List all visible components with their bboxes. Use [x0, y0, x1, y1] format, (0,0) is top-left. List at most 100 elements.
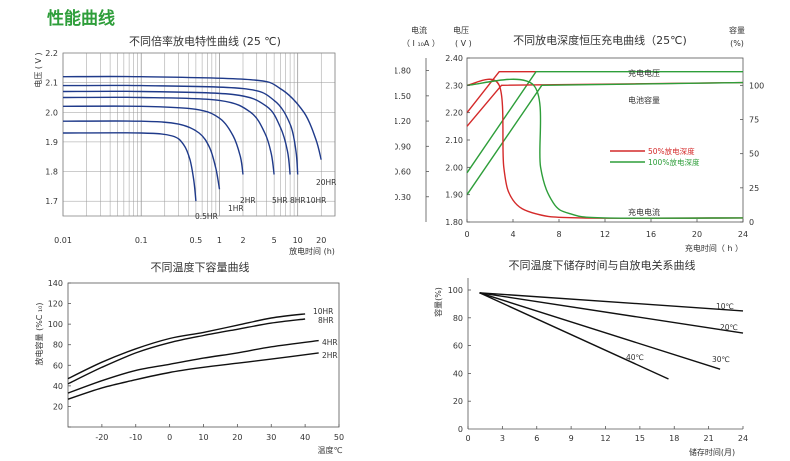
chart2-annotation-voltage: 充电电压	[628, 68, 660, 78]
chart4-ytick-label: 20	[453, 397, 463, 406]
chart2-xtick-label: 24	[738, 230, 748, 239]
chart4-ylabel: 容量(%)	[433, 287, 443, 317]
chart1-series-label: 10HR	[306, 196, 326, 205]
chart2-capacity-label: 0	[749, 218, 754, 227]
chart4-series-line	[479, 292, 721, 370]
chart4-xtick-label: 24	[738, 434, 748, 443]
chart3-xtick-label: 40	[300, 433, 310, 442]
chart4-ytick-label: 60	[453, 342, 463, 351]
chart4-xtick-label: 15	[635, 434, 645, 443]
chart3-ytick-label: 120	[48, 300, 63, 309]
chart2-xtick-label: 12	[600, 230, 610, 239]
chart2-current-label: 0.90	[395, 142, 411, 151]
chart3-xtick-label: -10	[129, 433, 142, 442]
chart3-series-2hr	[67, 352, 319, 400]
chart2-axis-title-current: 电流	[411, 25, 427, 35]
chart3-series-8hr	[67, 318, 306, 385]
chart4-title: 不同温度下储存时间与自放电关系曲线	[509, 260, 696, 272]
chart4-ytick-label: 80	[453, 314, 463, 323]
chart1-xtick-label: 5	[272, 236, 277, 245]
chart4-xlabel: 储存时间(月)	[689, 447, 735, 457]
legend-label-100: 100%放电深度	[648, 157, 700, 167]
chart2-annotation-current: 充电电流	[628, 207, 660, 217]
chart2-current-label: 1.20	[395, 117, 411, 126]
chart1-plot-frame	[62, 52, 336, 217]
legend-label-50: 50%放电深度	[648, 146, 695, 156]
chart2-legend: 50%放电深度 100%放电深度	[610, 146, 700, 167]
chart1-ytick-label: 1.8	[45, 168, 58, 177]
chart1-xtick-label: 20	[316, 236, 326, 245]
chart1-series-8hr	[62, 90, 291, 175]
chart2-series-line	[466, 81, 744, 196]
chart2-current-label: 1.80	[395, 67, 411, 76]
chart1-series-label: 5HR	[272, 196, 288, 205]
chart4-series-label: 20℃	[720, 323, 738, 332]
chart2-axis-title-capacity-unit: (%)	[730, 39, 744, 48]
chart3-xtick-label: -20	[95, 433, 108, 442]
chart3-xlabel: 温度℃	[318, 445, 343, 455]
chart2-capacity-label: 50	[749, 150, 759, 159]
chart2-voltage-label: 2.00	[445, 163, 463, 172]
chart3-title: 不同温度下容量曲线	[151, 260, 250, 274]
chart3-ylabel: 放电容量 (%C ₁₀)	[34, 303, 44, 366]
chart2-xtick-label: 8	[556, 230, 561, 239]
chart2-axis-title-capacity: 容量	[729, 25, 745, 35]
chart1-ylabel: 电压 ( V )	[33, 52, 43, 87]
chart4-series-label: 10℃	[716, 302, 734, 311]
chart4-xtick-label: 12	[600, 434, 610, 443]
chart1-ytick-label: 1.9	[45, 138, 58, 147]
chart3-series-label: 4HR	[322, 338, 338, 347]
chart1-xtick-label: 1	[217, 236, 222, 245]
chart2-voltage-label: 2.10	[445, 136, 463, 145]
chart4-series-line	[479, 292, 744, 334]
self-discharge-chart: 不同温度下储存时间与自放电关系曲线 容量(%) 0 3 6 9 12 15 18 21 24 0 2…	[433, 260, 748, 457]
chart2-voltage-label: 2.30	[445, 81, 463, 90]
chart3-ytick-label: 100	[48, 320, 63, 329]
chart1-xtick-label: 2	[240, 236, 245, 245]
chart1-series-label: 0.5HR	[195, 212, 218, 221]
chart2-series-line	[466, 78, 744, 219]
chart2-current-label: 1.50	[395, 92, 411, 101]
chart1-series-20hr	[62, 75, 322, 160]
chart2-series-line	[466, 81, 744, 127]
chart2-xtick-label: 4	[510, 230, 515, 239]
temperature-capacity-chart: 不同温度下容量曲线 放电容量 (%C ₁₀) -20 -10 0 10 20 30 40 50…	[34, 260, 344, 455]
chart2-annotation-capacity: 电池容量	[628, 95, 660, 105]
chart1-ytick-label: 1.7	[45, 197, 58, 206]
chart2-xtick-label: 16	[646, 230, 656, 239]
chart1-xtick-label: 10	[293, 236, 303, 245]
chart2-axis-title-voltage-unit: ( V )	[455, 39, 472, 48]
chart2-xtick-label: 0	[464, 230, 469, 239]
chart1-series-label: 8HR	[290, 196, 306, 205]
chart2-axis-title-current-unit: （ I ₁₀A ）	[402, 39, 440, 48]
chart1-series-label: 20HR	[316, 178, 336, 187]
chart2-xlabel: 充电时间（ h ）	[685, 243, 743, 253]
chart1-xtick-label: 0.1	[135, 236, 148, 245]
chart2-voltage-label: 1.80	[445, 218, 463, 227]
chart2-voltage-label: 1.90	[445, 191, 463, 200]
chart4-xtick-label: 18	[669, 434, 679, 443]
chart3-xtick-label: 20	[232, 433, 242, 442]
chart3-xtick-label: 0	[167, 433, 172, 442]
chart2-series-line	[466, 71, 743, 174]
chart3-series-10hr	[67, 313, 306, 380]
chart3-series-label: 10HR	[313, 307, 333, 316]
chart4-xtick-label: 3	[500, 434, 505, 443]
chart4-series-line	[479, 292, 669, 380]
chart2-series-line	[466, 71, 536, 114]
chart4-series-line	[479, 292, 744, 312]
chart1-grid	[62, 52, 336, 216]
chart2-capacity-label: 25	[749, 184, 759, 193]
charging-curve-chart: 不同放电深度恒压充电曲线（25℃) 电流 （ I ₁₀A ） 电压 ( V ) …	[395, 25, 764, 253]
chart1-series-0.5hr	[62, 132, 197, 202]
chart2-current-label: 0.60	[395, 168, 411, 177]
chart1-ytick-label: 2.1	[45, 79, 58, 88]
discharge-rate-chart: 不同倍率放电特性曲线 (25 ℃) 电压 ( V ) 放电时间 (h) 0.01…	[33, 34, 336, 256]
chart1-ytick-label: 2.0	[45, 108, 58, 117]
chart2-voltage-label: 2.20	[445, 109, 463, 118]
chart2-axis-title-voltage: 电压	[453, 25, 469, 35]
chart1-ytick-label: 2.2	[45, 49, 58, 58]
chart2-capacity-label: 100	[749, 81, 764, 90]
chart3-ytick-label: 20	[53, 402, 63, 411]
chart3-xtick-label: 30	[266, 433, 276, 442]
